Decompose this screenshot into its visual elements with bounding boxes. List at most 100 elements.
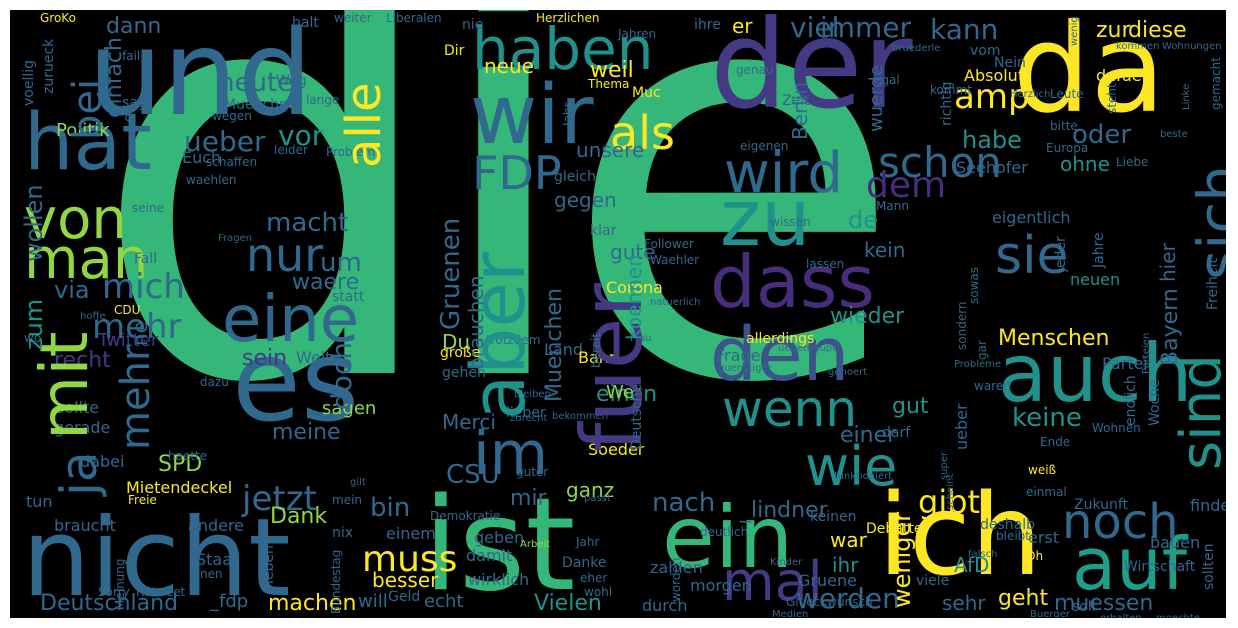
word-doch: doch bbox=[325, 341, 358, 410]
word-dafuer: dafuer bbox=[1096, 66, 1149, 85]
word-wuerde2: worden bbox=[669, 557, 683, 602]
word-Deutschland: Deutschland bbox=[40, 591, 179, 616]
word-moechte: moechte bbox=[1156, 614, 1200, 619]
word-war: war bbox=[830, 528, 867, 552]
word-eigentlich: eigentlich bbox=[992, 208, 1071, 227]
word-erst: erst bbox=[1028, 528, 1060, 547]
word-grosse: große bbox=[440, 345, 481, 361]
word-andere: andere bbox=[188, 516, 245, 535]
word-ueber: ueber bbox=[184, 125, 266, 158]
word-gibt: gibt bbox=[918, 483, 981, 521]
word-statt: statt bbox=[332, 289, 365, 305]
word-Absolut: Absolut bbox=[964, 66, 1025, 85]
word-leider: leider bbox=[274, 143, 308, 157]
word-ohne: ohne bbox=[1060, 152, 1110, 176]
word-sie: sie bbox=[995, 226, 1069, 286]
word-den: den bbox=[710, 312, 850, 398]
word-Oh: Oh bbox=[1026, 549, 1044, 563]
word-vor: vor bbox=[278, 119, 324, 152]
word-fail: fail bbox=[122, 49, 141, 63]
word-Freiheit: Freiheit bbox=[1205, 258, 1221, 310]
word-Zukunft: Zukunft bbox=[1074, 497, 1129, 513]
word-ne: ne bbox=[128, 321, 152, 346]
word-Herzlichen: Herzlichen bbox=[536, 11, 600, 25]
word-man: man bbox=[24, 227, 149, 292]
word-Jahr: Jahr bbox=[576, 535, 600, 549]
word-Liebe: Liebe bbox=[1116, 155, 1149, 169]
word-braucht: braucht bbox=[54, 516, 116, 535]
word-weiss: weiß bbox=[1028, 463, 1057, 477]
word-schon: schon bbox=[878, 138, 1002, 187]
word-gilt: gilt bbox=[350, 477, 366, 488]
word-Muenchen: Muenchen bbox=[542, 288, 567, 402]
word-zurecht: zurecht bbox=[510, 413, 548, 424]
word-sondern: sondern bbox=[955, 301, 969, 350]
word-nix: nix bbox=[332, 525, 354, 541]
word-klar: klar bbox=[590, 223, 617, 239]
word-Weg: Weg bbox=[276, 73, 307, 89]
word-zur: zur bbox=[1096, 18, 1131, 43]
word-ich: ich bbox=[878, 471, 1042, 601]
word-haette: haette bbox=[168, 449, 208, 463]
word-Mietendeckel: Mietendeckel bbox=[126, 478, 233, 497]
word-CDU: CDU bbox=[114, 303, 141, 317]
word-Europa: Europa bbox=[1046, 141, 1089, 155]
word-durch: durch bbox=[642, 596, 688, 615]
word-zahlen: zahlen bbox=[650, 558, 703, 577]
word-CSU: CSU bbox=[446, 460, 500, 490]
word-guenstiger: guenstiger bbox=[718, 363, 772, 374]
word-finde: finde bbox=[1190, 496, 1226, 515]
word-Medien: Medien bbox=[772, 609, 809, 619]
word-werden: werden bbox=[796, 582, 900, 615]
word-Thema: Thema bbox=[588, 77, 630, 91]
word-passt: passt bbox=[584, 493, 611, 504]
word-muss: muss bbox=[362, 539, 458, 580]
word-kann: kann bbox=[930, 13, 999, 46]
word-neuen: neuen bbox=[1070, 270, 1121, 289]
word-de: de bbox=[848, 206, 878, 234]
word-noch: noch bbox=[1062, 494, 1179, 550]
word-Welt: Welt bbox=[296, 348, 332, 367]
word-wuerde: wuerde bbox=[866, 65, 887, 132]
word-Frage: Frage bbox=[716, 346, 761, 365]
word-Twitter: Twitter bbox=[98, 330, 159, 351]
word-falsch: falsch bbox=[968, 549, 998, 560]
word-bin: bin bbox=[370, 493, 411, 523]
word-fdp: _fdp bbox=[210, 591, 249, 612]
word-mein: mein bbox=[332, 493, 363, 507]
word-einem: einem bbox=[386, 524, 436, 543]
word-mal: mal bbox=[722, 550, 823, 613]
word-ist: ist bbox=[423, 471, 576, 618]
word-besser: besser bbox=[372, 568, 439, 592]
word-bruderle: bruederle bbox=[892, 43, 941, 54]
word-bleiben: bleiben bbox=[514, 389, 551, 400]
word-GroKo: GroKo bbox=[40, 11, 76, 25]
word-und: und bbox=[88, 10, 313, 142]
word-allerdings: allerdings bbox=[746, 331, 815, 347]
word-guter: guter bbox=[516, 465, 549, 479]
word-eine: eine bbox=[222, 283, 360, 357]
word-Du: Du bbox=[442, 330, 471, 354]
word-cloud: die und der da nicht ist ein ich auf wir… bbox=[10, 10, 1226, 618]
word-Partei: Partei bbox=[1102, 354, 1148, 373]
word-deshalb: deshalb bbox=[980, 517, 1036, 533]
word-koennen: koennen bbox=[622, 254, 646, 340]
word-Problem2: Probleme bbox=[954, 359, 1002, 370]
word-Buerger: Buerger bbox=[1030, 609, 1070, 619]
word-einen: einen bbox=[596, 382, 658, 407]
word-SPD: SPD bbox=[158, 452, 203, 477]
word-Gruenen: Gruenen bbox=[436, 217, 466, 330]
word-wenig: wenig bbox=[1069, 16, 1080, 46]
word-Euch: Euch bbox=[182, 148, 222, 167]
word-gemacht: gemacht bbox=[1209, 57, 1223, 110]
word-weil: weil bbox=[590, 58, 634, 83]
word-immer: immer bbox=[820, 11, 912, 44]
word-auf: auf bbox=[1072, 522, 1188, 606]
word-keinen: keinen bbox=[810, 509, 857, 525]
word-scheint: scheint bbox=[945, 473, 956, 510]
word-beste: beste bbox=[1160, 129, 1188, 140]
word-um: um bbox=[320, 248, 362, 278]
word-Kinder: Kinder bbox=[770, 557, 803, 568]
word-heute: heute bbox=[218, 68, 294, 98]
word-sollten: sollten bbox=[1201, 543, 1217, 590]
